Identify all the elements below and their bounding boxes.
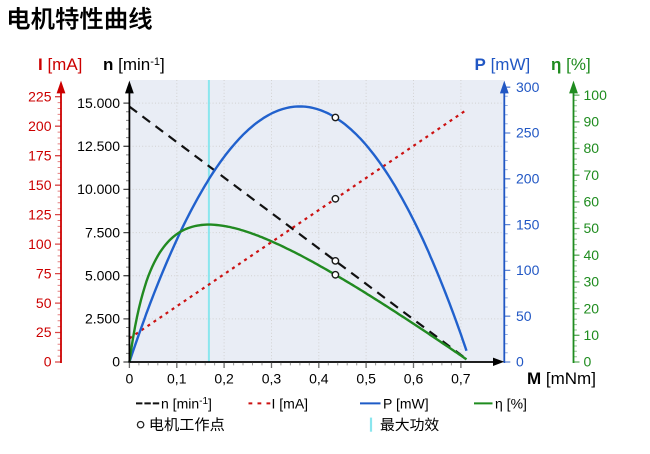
svg-text:0: 0 <box>126 371 134 387</box>
svg-text:I [mA]: I [mA] <box>38 55 82 74</box>
svg-text:0,2: 0,2 <box>214 371 234 387</box>
svg-text:0: 0 <box>44 354 52 370</box>
svg-text:η [%]: η [%] <box>495 396 527 412</box>
svg-text:70: 70 <box>584 167 600 183</box>
svg-text:15.000: 15.000 <box>77 95 120 111</box>
svg-text:125: 125 <box>28 206 52 222</box>
svg-text:0,5: 0,5 <box>356 371 376 387</box>
svg-text:30: 30 <box>584 274 600 290</box>
svg-text:200: 200 <box>516 171 540 187</box>
svg-text:0,6: 0,6 <box>404 371 424 387</box>
svg-text:I [mA]: I [mA] <box>272 396 309 412</box>
svg-text:0,7: 0,7 <box>451 371 471 387</box>
svg-text:200: 200 <box>28 118 52 134</box>
svg-text:0,1: 0,1 <box>167 371 187 387</box>
svg-text:M [mNm]: M [mNm] <box>527 369 596 388</box>
svg-text:225: 225 <box>28 88 52 104</box>
svg-text:η [%]: η [%] <box>551 55 591 74</box>
svg-text:n [min-1]: n [min-1] <box>103 55 165 74</box>
svg-text:150: 150 <box>28 177 52 193</box>
svg-text:0: 0 <box>584 354 592 370</box>
svg-text:10: 10 <box>584 327 600 343</box>
svg-text:P [mW]: P [mW] <box>383 396 429 412</box>
svg-text:100: 100 <box>28 236 52 252</box>
svg-text:100: 100 <box>516 262 540 278</box>
svg-text:50: 50 <box>584 220 600 236</box>
svg-text:150: 150 <box>516 216 540 232</box>
svg-text:2.500: 2.500 <box>85 311 120 327</box>
svg-text:175: 175 <box>28 147 52 163</box>
svg-text:40: 40 <box>584 247 600 263</box>
svg-text:60: 60 <box>584 194 600 210</box>
svg-text:7.500: 7.500 <box>85 224 120 240</box>
svg-text:10.000: 10.000 <box>77 181 120 197</box>
svg-text:12.500: 12.500 <box>77 138 120 154</box>
svg-text:50: 50 <box>36 295 52 311</box>
svg-text:0: 0 <box>112 354 120 370</box>
svg-text:250: 250 <box>516 125 540 141</box>
svg-text:P [mW]: P [mW] <box>475 55 531 74</box>
svg-text:0,3: 0,3 <box>262 371 282 387</box>
svg-text:80: 80 <box>584 140 600 156</box>
svg-text:0,4: 0,4 <box>309 371 329 387</box>
svg-text:25: 25 <box>36 324 52 340</box>
svg-text:75: 75 <box>36 265 52 281</box>
svg-text:5.000: 5.000 <box>85 267 120 283</box>
svg-text:90: 90 <box>584 114 600 130</box>
svg-text:100: 100 <box>584 87 608 103</box>
svg-text:50: 50 <box>516 308 532 324</box>
svg-text:0: 0 <box>516 354 524 370</box>
svg-text:300: 300 <box>516 79 540 95</box>
svg-text:20: 20 <box>584 300 600 316</box>
